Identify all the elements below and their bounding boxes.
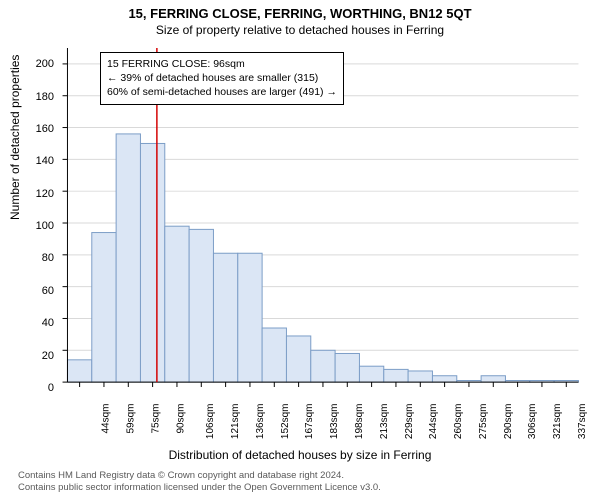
annotation-line2: ← 39% of detached houses are smaller (31… [107,71,337,85]
x-tick: 167sqm [305,404,316,440]
x-tick: 260sqm [453,404,464,440]
chart-subtitle: Size of property relative to detached ho… [0,21,600,37]
y-tick: 120 [24,188,54,200]
x-tick: 106sqm [206,404,217,440]
y-tick: 140 [24,155,54,167]
x-tick: 337sqm [577,404,588,440]
x-tick: 121sqm [230,404,241,440]
chart-container: 15, FERRING CLOSE, FERRING, WORTHING, BN… [0,0,600,500]
y-tick: 0 [24,382,54,394]
y-tick: 160 [24,123,54,135]
x-tick: 198sqm [354,404,365,440]
y-tick: 180 [24,91,54,103]
y-tick: 80 [24,252,54,264]
x-tick: 152sqm [280,404,291,440]
x-tick: 213sqm [379,404,390,440]
x-tick: 75sqm [150,404,161,434]
annotation-line1: 15 FERRING CLOSE: 96sqm [107,57,337,71]
x-tick: 44sqm [101,404,112,434]
x-tick: 136sqm [255,404,266,440]
footer-line2: Contains public sector information licen… [18,482,381,494]
x-axis-label: Distribution of detached houses by size … [0,448,600,462]
x-tick: 321sqm [552,404,563,440]
attribution-footer: Contains HM Land Registry data © Crown c… [18,470,381,494]
y-tick: 40 [24,317,54,329]
x-tick: 290sqm [503,404,514,440]
y-tick: 20 [24,350,54,362]
x-tick: 244sqm [428,404,439,440]
y-axis-label: Number of detached properties [8,55,22,220]
x-tick: 183sqm [329,404,340,440]
x-tick: 229sqm [404,404,415,440]
chart-title: 15, FERRING CLOSE, FERRING, WORTHING, BN… [0,0,600,21]
y-tick: 100 [24,220,54,232]
y-tick: 200 [24,58,54,70]
x-tick: 90sqm [175,404,186,434]
x-tick: 306sqm [527,404,538,440]
y-tick: 60 [24,285,54,297]
footer-line1: Contains HM Land Registry data © Crown c… [18,470,381,482]
x-tick: 275sqm [478,404,489,440]
x-tick: 59sqm [126,404,137,434]
annotation-line3: 60% of semi-detached houses are larger (… [107,85,337,99]
property-annotation: 15 FERRING CLOSE: 96sqm ← 39% of detache… [100,52,344,105]
